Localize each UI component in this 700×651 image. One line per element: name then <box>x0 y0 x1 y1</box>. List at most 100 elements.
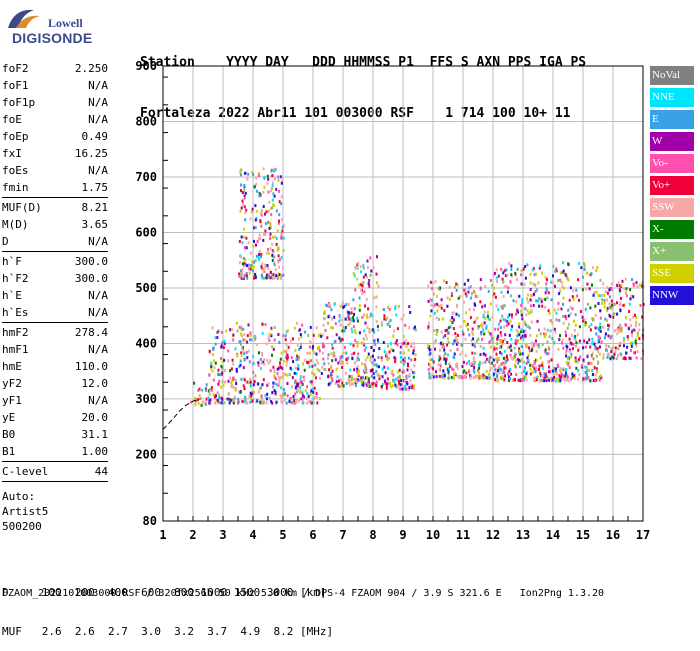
echo-point <box>566 375 569 379</box>
echo-point <box>390 371 393 375</box>
echo-point <box>235 321 238 325</box>
param-row: h`E N/A <box>2 287 108 304</box>
echo-point <box>280 217 283 221</box>
echo-point <box>430 303 433 307</box>
echo-point <box>620 329 623 333</box>
echo-point <box>229 328 232 332</box>
echo-point <box>486 310 489 314</box>
echo-point <box>241 400 244 403</box>
echo-point <box>243 246 246 250</box>
echo-point <box>257 361 260 365</box>
echo-point <box>279 175 282 179</box>
echo-point <box>520 328 523 332</box>
echo-point <box>375 320 378 324</box>
echo-point <box>347 323 350 327</box>
echo-point <box>617 347 620 351</box>
echo-point <box>598 378 601 382</box>
echo-point <box>632 282 635 286</box>
echo-point <box>362 383 365 387</box>
echo-point <box>508 313 511 317</box>
echo-point <box>271 242 274 246</box>
echo-point <box>321 342 324 346</box>
echo-point <box>453 339 456 343</box>
echo-point <box>510 348 513 352</box>
echo-point <box>269 359 272 363</box>
echo-point <box>296 388 299 392</box>
echo-point <box>269 276 272 280</box>
echo-point <box>557 347 560 351</box>
echo-point <box>470 292 473 296</box>
echo-point <box>459 295 462 299</box>
echo-point <box>482 376 485 380</box>
echo-point <box>242 327 245 331</box>
echo-point <box>368 328 371 331</box>
echo-point <box>365 275 368 279</box>
echo-point <box>364 321 367 325</box>
echo-point <box>493 286 495 290</box>
echo-point <box>533 378 536 382</box>
echo-point <box>474 319 477 323</box>
echo-point <box>269 223 272 226</box>
echo-point <box>626 335 629 339</box>
echo-point <box>427 284 430 288</box>
echo-point <box>602 325 604 329</box>
echo-point <box>194 403 197 407</box>
echo-point <box>541 361 544 365</box>
echo-point <box>265 251 268 255</box>
echo-point <box>526 370 528 374</box>
echo-point <box>616 283 619 287</box>
echo-point <box>292 337 294 341</box>
echo-point <box>401 383 404 387</box>
echo-point <box>518 347 521 351</box>
echo-point <box>537 345 540 349</box>
echo-point <box>241 199 244 203</box>
echo-point <box>266 264 269 267</box>
echo-point <box>290 356 293 360</box>
echo-point <box>340 318 343 322</box>
echo-point <box>362 375 365 379</box>
echo-point <box>473 370 476 374</box>
echo-point <box>452 327 455 330</box>
echo-point <box>258 233 261 237</box>
echo-point <box>431 358 434 361</box>
echo-point <box>240 206 243 210</box>
echo-point <box>512 299 515 303</box>
echo-point <box>602 353 605 357</box>
echo-point <box>369 315 372 319</box>
echo-point <box>494 295 497 299</box>
echo-point <box>495 352 498 356</box>
echo-point <box>352 271 355 275</box>
echo-point <box>257 256 260 259</box>
echo-point <box>456 333 459 337</box>
echo-point <box>358 304 361 308</box>
echo-point <box>523 283 526 287</box>
echo-point <box>351 382 354 386</box>
echo-point <box>408 373 411 377</box>
echo-point <box>413 364 416 368</box>
echo-point <box>327 357 329 361</box>
echo-point <box>240 235 243 239</box>
echo-point <box>263 185 266 189</box>
echo-point <box>355 380 358 384</box>
echo-point <box>606 298 608 302</box>
echo-point <box>277 366 280 370</box>
echo-point <box>397 385 399 389</box>
echo-point <box>556 363 559 367</box>
echo-point <box>641 284 644 288</box>
echo-point <box>353 368 356 372</box>
echo-point <box>373 330 376 334</box>
echo-point <box>198 387 201 391</box>
chart-frame <box>162 65 644 522</box>
echo-point <box>238 325 241 329</box>
echo-point <box>509 377 511 381</box>
echo-point <box>245 350 248 354</box>
echo-point <box>476 295 479 299</box>
echo-point <box>370 374 373 378</box>
echo-point <box>311 382 314 386</box>
echo-point <box>582 319 585 323</box>
echo-point <box>439 356 442 360</box>
echo-point <box>595 290 598 294</box>
echo-point <box>520 313 523 317</box>
echo-point <box>246 177 249 181</box>
echo-point <box>514 365 517 369</box>
